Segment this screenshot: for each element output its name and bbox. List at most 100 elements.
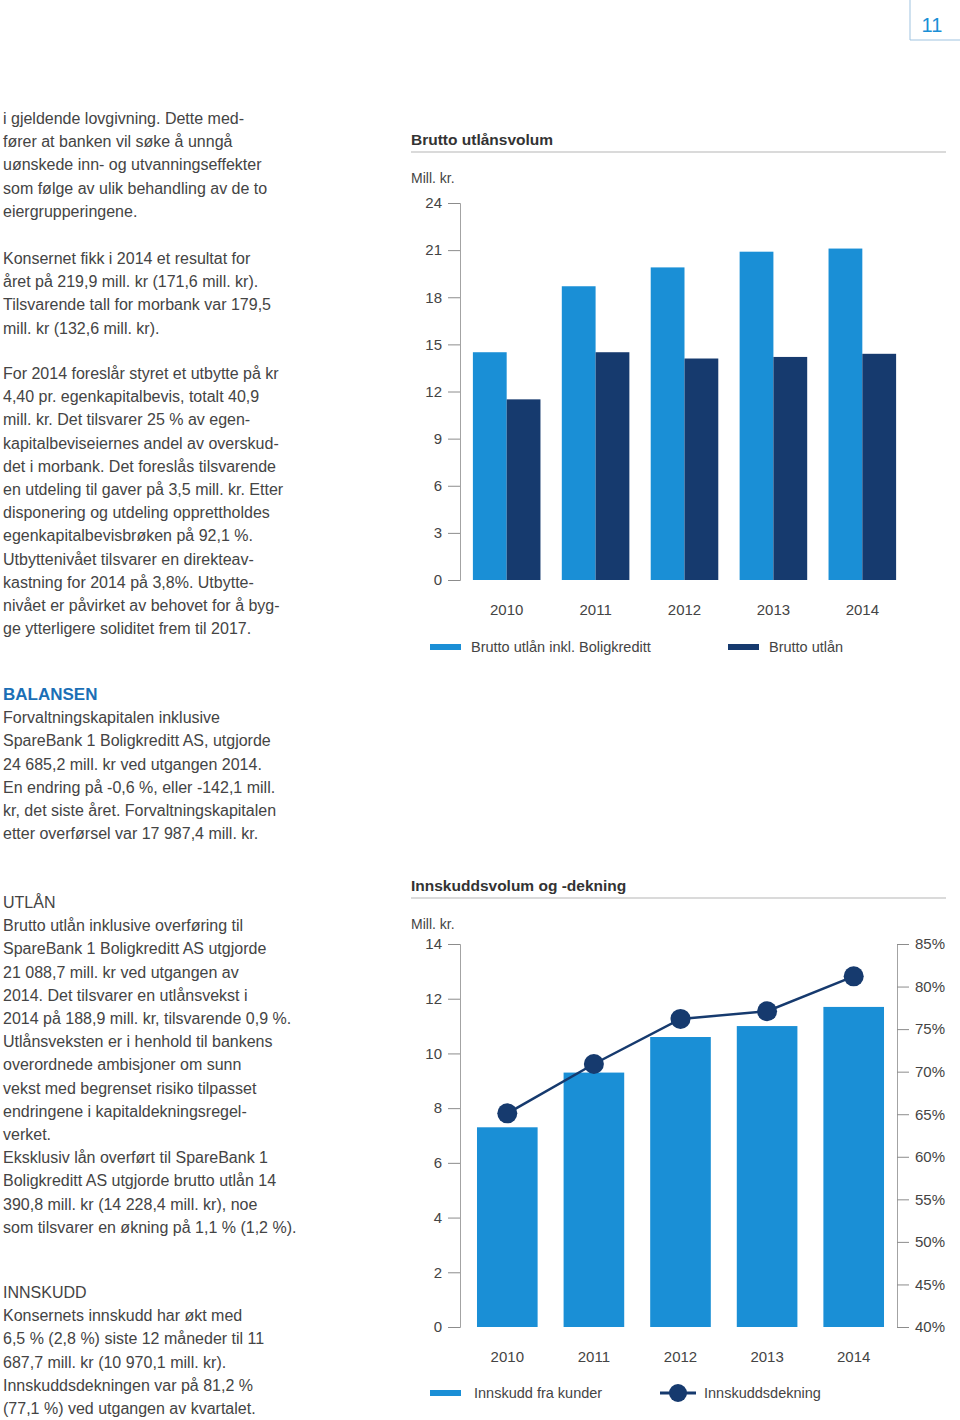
tick-label: 75% xyxy=(915,1020,945,1037)
tick-label: 45% xyxy=(915,1276,945,1293)
axis-line xyxy=(448,204,461,581)
chart-title: Brutto utlånsvolum xyxy=(411,131,553,148)
y-axis: 03691215182124 xyxy=(425,194,460,588)
tick-label: 18 xyxy=(425,289,442,306)
tick-mark xyxy=(448,439,460,440)
title-rule xyxy=(411,152,946,153)
tick-label: 70% xyxy=(915,1063,945,1080)
tick: 2012 xyxy=(668,601,701,618)
text-line: Eksklusiv lån overført til SpareBank 1 xyxy=(3,1149,268,1166)
marker xyxy=(757,1001,777,1021)
text-line: året på 219,9 mill. kr (171,6 mill. kr). xyxy=(3,273,258,290)
plot-area xyxy=(473,249,896,580)
tick-label: 24 xyxy=(425,194,442,211)
tick-mark xyxy=(448,250,460,251)
tick-mark xyxy=(897,987,909,988)
text-line: uønskede inn- og utvanningseffekter xyxy=(3,156,262,173)
legend-swatch xyxy=(430,1390,461,1396)
text-line: Brutto utlån inklusive overføring til xyxy=(3,917,243,934)
legend: Innskudd fra kunderInnskuddsdekning xyxy=(430,1384,821,1402)
tick-label: 9 xyxy=(434,430,442,447)
text-line: Utlånsveksten er i henhold til bankens xyxy=(3,1033,273,1050)
tick: 6 xyxy=(434,477,460,494)
tick-label: 85% xyxy=(915,935,945,952)
text-line: Innskuddsdekningen var på 81,2 % xyxy=(3,1377,253,1394)
tick-label: 2014 xyxy=(846,601,879,618)
x-axis: 20102011201220132014 xyxy=(491,1348,871,1365)
legend-label: Brutto utlån xyxy=(769,639,843,655)
tick: 10 xyxy=(425,1045,460,1062)
text-line: SpareBank 1 Boligkreditt AS utgjorde xyxy=(3,940,266,957)
bar xyxy=(773,357,807,580)
marker xyxy=(497,1103,517,1123)
tick-mark xyxy=(448,392,460,393)
text-line: i gjeldende lovgivning. Dette med- xyxy=(3,110,244,127)
text-line: 6,5 % (2,8 %) siste 12 måneder til 11 xyxy=(3,1330,264,1347)
text-line: en utdeling til gaver på 3,5 mill. kr. E… xyxy=(3,481,284,498)
text-column: i gjeldende lovgivning. Dette med-fører … xyxy=(3,110,296,1417)
tick-label: 40% xyxy=(915,1318,945,1335)
text-line: Utbyttenivået tilsvarer en direkteav- xyxy=(3,551,254,568)
text-line: 21 088,7 mill. kr ved utgangen av xyxy=(3,964,239,981)
tick-mark xyxy=(448,1108,460,1109)
bar xyxy=(740,252,774,580)
text-line: eiergrupperingene. xyxy=(3,203,137,220)
tick-label: 2012 xyxy=(668,601,701,618)
tick: 12 xyxy=(425,383,460,400)
chart-title: Innskuddsvolum og -dekning xyxy=(411,877,626,894)
tick-label: 60% xyxy=(915,1148,945,1165)
text-line: kapitalbeviseiernes andel av overskud- xyxy=(3,435,279,452)
tick: 2012 xyxy=(664,1348,697,1365)
tick: 15 xyxy=(425,336,460,353)
text-line: kastning for 2014 på 3,8%. Utbytte- xyxy=(3,574,254,591)
text-line: som følge av ulik behandling av de to xyxy=(3,180,267,197)
tick-label: 2010 xyxy=(490,601,523,618)
tick-mark xyxy=(448,1218,460,1219)
tick-label: 2011 xyxy=(579,601,611,618)
tick-mark xyxy=(448,999,460,1000)
title-rule xyxy=(411,898,946,899)
text-line: Tilsvarende tall for morbank var 179,5 xyxy=(3,296,271,313)
section-heading: UTLÅN xyxy=(3,893,55,911)
header-rule xyxy=(910,40,960,41)
tick-label: 8 xyxy=(434,1099,442,1116)
tick-label: 2014 xyxy=(837,1348,870,1365)
tick-label: 4 xyxy=(434,1209,442,1226)
tick-label: 12 xyxy=(425,990,442,1007)
tick-label: 50% xyxy=(915,1233,945,1250)
section-heading: BALANSEN xyxy=(3,685,97,704)
tick-label: 0 xyxy=(434,1318,442,1335)
text-line: Boligkreditt AS utgjorde brutto utlån 14 xyxy=(3,1172,276,1189)
tick-mark xyxy=(448,944,460,945)
bar xyxy=(564,1073,625,1327)
tick-label: 12 xyxy=(425,383,442,400)
text-line: 4,40 pr. egenkapitalbevis, totalt 40,9 xyxy=(3,388,259,405)
tick: 55% xyxy=(897,1191,945,1208)
tick: 70% xyxy=(897,1063,945,1080)
page-header: 11 xyxy=(910,0,960,40)
text-line: mill. kr (132,6 mill. kr). xyxy=(3,320,159,337)
tick-mark xyxy=(897,1284,909,1285)
text-line: SpareBank 1 Boligkreditt AS, utgjorde xyxy=(3,732,271,749)
tick: 24 xyxy=(425,194,460,211)
tick-label: 6 xyxy=(434,477,442,494)
tick-label: 21 xyxy=(425,241,442,258)
tick-mark xyxy=(897,1199,909,1200)
text-line: endringene i kapitaldekningsregel- xyxy=(3,1103,247,1120)
tick-label: 0 xyxy=(434,571,442,588)
tick-mark xyxy=(897,944,909,945)
header-rule xyxy=(910,0,911,40)
tick: 2013 xyxy=(750,1348,783,1365)
tick-mark xyxy=(448,1327,460,1328)
text-line: 24 685,2 mill. kr ved utgangen 2014. xyxy=(3,756,262,773)
tick: 8 xyxy=(434,1099,460,1116)
tick-mark xyxy=(897,1242,909,1243)
marker xyxy=(844,966,864,986)
tick-label: 2011 xyxy=(578,1348,610,1365)
legend-label: Innskudd fra kunder xyxy=(474,1385,602,1401)
text-line: nivået er påvirket av behovet for å byg- xyxy=(3,597,280,614)
tick-mark xyxy=(897,1072,909,1073)
text-line: En endring på -0,6 %, eller -142,1 mill. xyxy=(3,779,275,796)
tick-label: 10 xyxy=(425,1045,442,1062)
bar xyxy=(651,267,685,580)
